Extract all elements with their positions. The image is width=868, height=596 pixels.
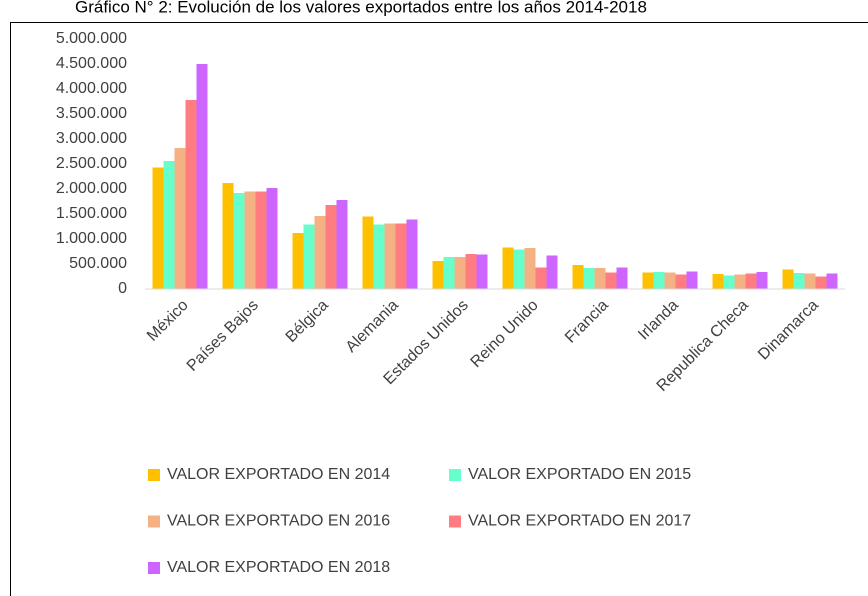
bar (815, 276, 827, 289)
bar (454, 257, 466, 289)
bar (222, 183, 234, 289)
bar (535, 267, 547, 289)
y-tick-label: 500.000 (69, 255, 127, 272)
bar (303, 224, 315, 289)
bar (804, 273, 816, 289)
y-tick-label: 5.000.000 (56, 30, 127, 47)
legend-label: VALOR EXPORTADO EN 2015 (468, 466, 691, 483)
bar (605, 272, 617, 289)
bar (373, 224, 385, 289)
bar (712, 274, 724, 289)
legend-swatch (449, 515, 461, 528)
bar (325, 205, 337, 289)
bar (745, 273, 757, 289)
legend-swatch (449, 469, 461, 481)
bar (642, 272, 654, 289)
y-tick-label: 1.500.000 (56, 205, 127, 222)
y-tick-label: 4.000.000 (56, 80, 127, 97)
bar (583, 268, 595, 289)
bar (653, 272, 665, 289)
bar (406, 219, 418, 289)
bar (756, 272, 768, 289)
y-tick-label: 1.000.000 (56, 230, 127, 247)
chart-frame (10, 22, 868, 596)
y-tick-label: 3.000.000 (56, 130, 127, 147)
legend-label: VALOR EXPORTADO EN 2014 (167, 466, 390, 483)
bar (185, 100, 197, 289)
bar (336, 200, 348, 289)
y-tick-label: 3.500.000 (56, 105, 127, 122)
y-tick-label: 0 (118, 280, 127, 297)
bar (826, 273, 838, 289)
legend-label: VALOR EXPORTADO EN 2018 (167, 559, 390, 576)
bar (524, 248, 536, 289)
bar (432, 261, 444, 289)
bar (594, 268, 606, 289)
legend-swatch (148, 562, 160, 574)
bar (163, 161, 175, 289)
bar (196, 64, 208, 289)
y-tick-label: 2.500.000 (56, 155, 127, 172)
bar (255, 191, 267, 289)
bar (793, 273, 805, 289)
bar (546, 255, 558, 289)
bar (686, 271, 698, 289)
legend-swatch (148, 515, 160, 528)
bar (233, 193, 245, 289)
bar (362, 216, 374, 289)
bar (314, 216, 326, 289)
chart-title: Gráfico N° 2: Evolución de los valores e… (75, 0, 647, 16)
bar (465, 254, 477, 289)
bar (572, 265, 584, 289)
bar (502, 247, 514, 289)
bar (476, 254, 488, 289)
bar (723, 275, 735, 289)
bar (266, 188, 278, 289)
bar (174, 148, 186, 289)
bar (782, 269, 794, 289)
legend-label: VALOR EXPORTADO EN 2017 (468, 513, 691, 530)
bar (675, 274, 687, 289)
bar (244, 191, 256, 289)
bar (734, 274, 746, 289)
legend-swatch (148, 469, 160, 481)
bar (616, 267, 628, 289)
bar (384, 223, 396, 289)
bar (395, 223, 407, 289)
bar (152, 167, 164, 289)
y-tick-label: 4.500.000 (56, 55, 127, 72)
y-tick-label: 2.000.000 (56, 180, 127, 197)
bar (664, 272, 676, 289)
bar (513, 249, 525, 289)
bar (292, 233, 304, 289)
bar (443, 257, 455, 289)
legend-label: VALOR EXPORTADO EN 2016 (167, 513, 390, 530)
